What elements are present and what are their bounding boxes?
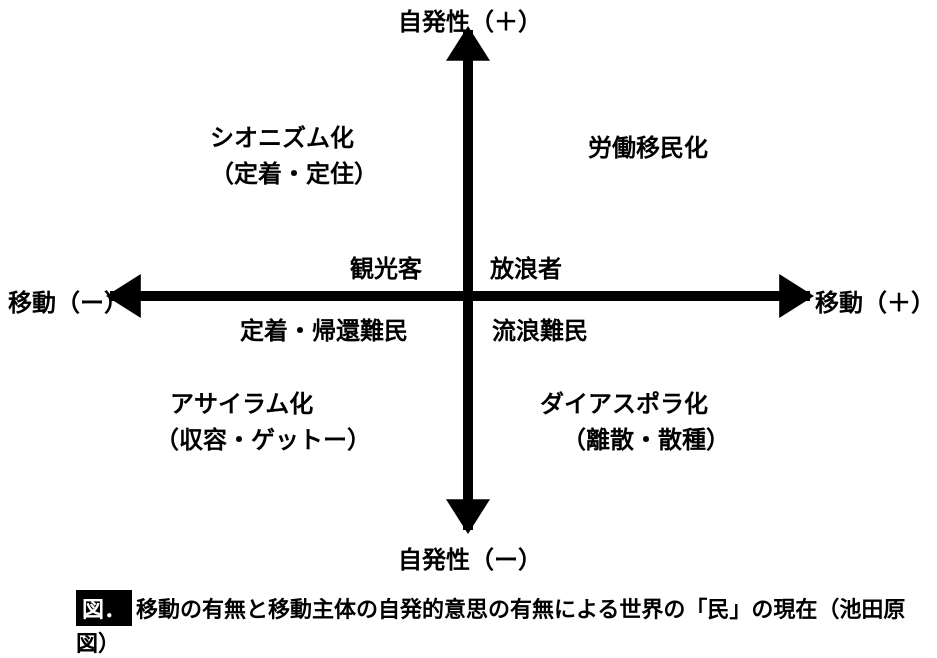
quadrant-q2-sub: （定着・定住） <box>210 154 378 189</box>
axis-label-bottom: 自発性（ー） <box>398 540 542 575</box>
quadrant-q3-title: アサイラム化 <box>170 384 313 419</box>
quadrant-q1-title: 労働移民化 <box>588 128 708 163</box>
quadrant-q4-sub: （離散・散種） <box>562 420 730 455</box>
axis-label-left: 移動（ー） <box>8 283 128 318</box>
figure-caption: 図．移動の有無と移動主体の自発的意思の有無による世界の「民」の現在（池田原図） <box>76 590 937 658</box>
center-label-tr: 放浪者 <box>490 249 562 284</box>
center-label-br: 流浪難民 <box>492 311 588 346</box>
center-label-tl: 観光客 <box>350 249 422 284</box>
quadrant-q2-title: シオニズム化 <box>210 118 354 153</box>
quadrant-q3-sub: （収容・ゲットー） <box>155 420 371 455</box>
axis-label-right: 移動（＋） <box>815 283 935 318</box>
center-label-bl: 定着・帰還難民 <box>240 311 408 346</box>
axis-label-top: 自発性（＋） <box>398 2 542 37</box>
caption-prefix: 図． <box>76 590 132 626</box>
caption-text: 移動の有無と移動主体の自発的意思の有無による世界の「民」の現在（池田原図） <box>76 597 905 656</box>
quadrant-q4-title: ダイアスポラ化 <box>540 384 708 419</box>
